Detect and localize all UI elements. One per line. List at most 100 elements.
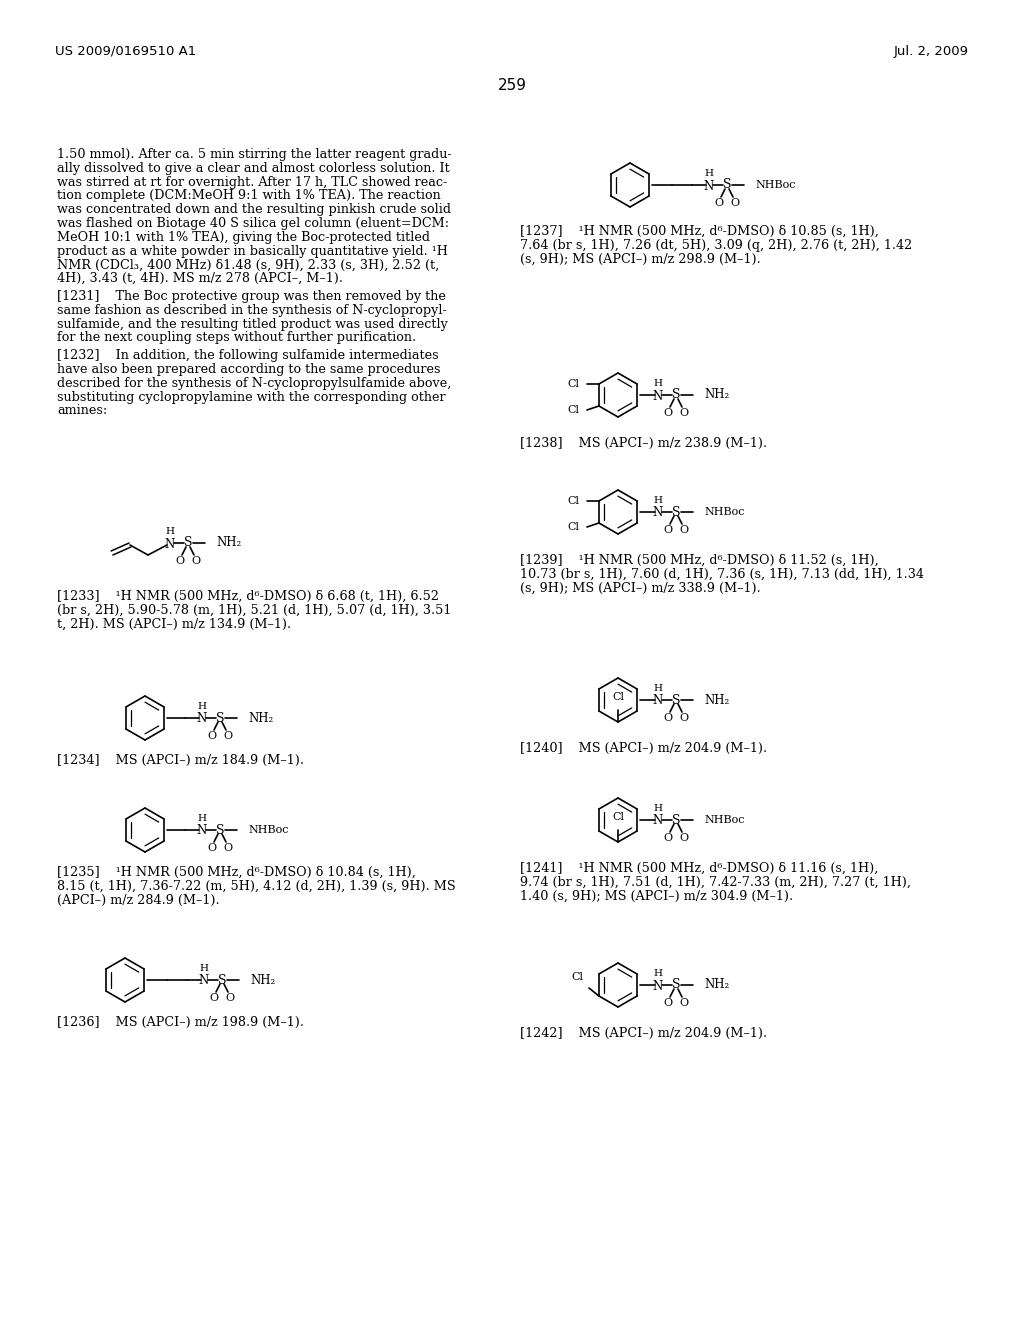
- Text: O: O: [223, 731, 232, 741]
- Text: (s, 9H); MS (APCI–) m/z 298.9 (M–1).: (s, 9H); MS (APCI–) m/z 298.9 (M–1).: [520, 252, 761, 265]
- Text: [1236]    MS (APCI–) m/z 198.9 (M–1).: [1236] MS (APCI–) m/z 198.9 (M–1).: [57, 1016, 304, 1030]
- Text: H: H: [653, 969, 663, 978]
- Text: S: S: [183, 536, 193, 549]
- Text: was concentrated down and the resulting pinkish crude solid: was concentrated down and the resulting …: [57, 203, 451, 216]
- Text: Cl: Cl: [612, 812, 624, 822]
- Text: amines:: amines:: [57, 404, 108, 417]
- Text: O: O: [664, 833, 673, 843]
- Text: [1233]    ¹H NMR (500 MHz, d⁶-DMSO) δ 6.68 (t, 1H), 6.52: [1233] ¹H NMR (500 MHz, d⁶-DMSO) δ 6.68 …: [57, 590, 439, 603]
- Text: N: N: [703, 180, 714, 193]
- Text: NH₂: NH₂: [250, 974, 275, 986]
- Text: H: H: [653, 496, 663, 506]
- Text: NHBoc: NHBoc: [705, 507, 744, 517]
- Text: O: O: [208, 843, 216, 853]
- Text: O: O: [664, 998, 673, 1008]
- Text: O: O: [715, 198, 724, 209]
- Text: NHBoc: NHBoc: [755, 180, 796, 190]
- Text: O: O: [664, 525, 673, 535]
- Text: NH₂: NH₂: [705, 388, 729, 401]
- Text: S: S: [723, 178, 731, 191]
- Text: S: S: [216, 711, 224, 725]
- Text: [1235]    ¹H NMR (500 MHz, d⁶-DMSO) δ 10.84 (s, 1H),: [1235] ¹H NMR (500 MHz, d⁶-DMSO) δ 10.84…: [57, 866, 416, 879]
- Text: O: O: [210, 993, 218, 1003]
- Text: H: H: [653, 804, 663, 813]
- Text: NH₂: NH₂: [248, 711, 273, 725]
- Text: US 2009/0169510 A1: US 2009/0169510 A1: [55, 45, 197, 58]
- Text: S: S: [672, 978, 680, 991]
- Text: 10.73 (br s, 1H), 7.60 (d, 1H), 7.36 (s, 1H), 7.13 (dd, 1H), 1.34: 10.73 (br s, 1H), 7.60 (d, 1H), 7.36 (s,…: [520, 568, 924, 581]
- Text: NH₂: NH₂: [705, 978, 729, 991]
- Text: O: O: [680, 998, 688, 1008]
- Text: H: H: [198, 814, 207, 822]
- Text: O: O: [175, 556, 184, 566]
- Text: (APCI–) m/z 284.9 (M–1).: (APCI–) m/z 284.9 (M–1).: [57, 894, 219, 907]
- Text: N: N: [197, 713, 207, 726]
- Text: N: N: [199, 974, 209, 987]
- Text: ally dissolved to give a clear and almost colorless solution. It: ally dissolved to give a clear and almos…: [57, 162, 450, 174]
- Text: H: H: [198, 702, 207, 711]
- Text: t, 2H). MS (APCI–) m/z 134.9 (M–1).: t, 2H). MS (APCI–) m/z 134.9 (M–1).: [57, 618, 291, 631]
- Text: Jul. 2, 2009: Jul. 2, 2009: [894, 45, 969, 58]
- Text: [1241]    ¹H NMR (500 MHz, d⁶-DMSO) δ 11.16 (s, 1H),: [1241] ¹H NMR (500 MHz, d⁶-DMSO) δ 11.16…: [520, 862, 879, 875]
- Text: [1239]    ¹H NMR (500 MHz, d⁶-DMSO) δ 11.52 (s, 1H),: [1239] ¹H NMR (500 MHz, d⁶-DMSO) δ 11.52…: [520, 554, 879, 568]
- Text: same fashion as described in the synthesis of N-cyclopropyl-: same fashion as described in the synthes…: [57, 304, 446, 317]
- Text: N: N: [653, 814, 664, 828]
- Text: H: H: [653, 684, 663, 693]
- Text: S: S: [218, 974, 226, 986]
- Text: H: H: [705, 169, 714, 178]
- Text: O: O: [680, 408, 688, 418]
- Text: NH₂: NH₂: [705, 693, 729, 706]
- Text: [1242]    MS (APCI–) m/z 204.9 (M–1).: [1242] MS (APCI–) m/z 204.9 (M–1).: [520, 1027, 767, 1040]
- Text: described for the synthesis of N-cyclopropylsulfamide above,: described for the synthesis of N-cyclopr…: [57, 376, 452, 389]
- Text: H: H: [653, 379, 663, 388]
- Text: Cl: Cl: [567, 405, 579, 414]
- Text: 1.40 (s, 9H); MS (APCI–) m/z 304.9 (M–1).: 1.40 (s, 9H); MS (APCI–) m/z 304.9 (M–1)…: [520, 890, 794, 903]
- Text: [1237]    ¹H NMR (500 MHz, d⁶-DMSO) δ 10.85 (s, 1H),: [1237] ¹H NMR (500 MHz, d⁶-DMSO) δ 10.85…: [520, 224, 879, 238]
- Text: O: O: [680, 713, 688, 723]
- Text: [1232]    In addition, the following sulfamide intermediates: [1232] In addition, the following sulfam…: [57, 350, 438, 362]
- Text: N: N: [197, 825, 207, 837]
- Text: Cl: Cl: [567, 521, 579, 532]
- Text: was flashed on Biotage 40 S silica gel column (eluent=DCM:: was flashed on Biotage 40 S silica gel c…: [57, 216, 450, 230]
- Text: tion complete (DCM:MeOH 9:1 with 1% TEA). The reaction: tion complete (DCM:MeOH 9:1 with 1% TEA)…: [57, 189, 440, 202]
- Text: S: S: [672, 506, 680, 519]
- Text: Cl: Cl: [571, 972, 583, 982]
- Text: NHBoc: NHBoc: [248, 825, 289, 836]
- Text: [1240]    MS (APCI–) m/z 204.9 (M–1).: [1240] MS (APCI–) m/z 204.9 (M–1).: [520, 742, 767, 755]
- Text: Cl: Cl: [567, 496, 579, 506]
- Text: product as a white powder in basically quantitative yield. ¹H: product as a white powder in basically q…: [57, 244, 447, 257]
- Text: MeOH 10:1 with 1% TEA), giving the Boc-protected titled: MeOH 10:1 with 1% TEA), giving the Boc-p…: [57, 231, 430, 244]
- Text: sulfamide, and the resulting titled product was used directly: sulfamide, and the resulting titled prod…: [57, 318, 447, 330]
- Text: [1234]    MS (APCI–) m/z 184.9 (M–1).: [1234] MS (APCI–) m/z 184.9 (M–1).: [57, 754, 304, 767]
- Text: substituting cyclopropylamine with the corresponding other: substituting cyclopropylamine with the c…: [57, 391, 445, 404]
- Text: (s, 9H); MS (APCI–) m/z 338.9 (M–1).: (s, 9H); MS (APCI–) m/z 338.9 (M–1).: [520, 582, 761, 594]
- Text: 7.64 (br s, 1H), 7.26 (dt, 5H), 3.09 (q, 2H), 2.76 (t, 2H), 1.42: 7.64 (br s, 1H), 7.26 (dt, 5H), 3.09 (q,…: [520, 239, 912, 252]
- Text: NMR (CDCl₃, 400 MHz) δ1.48 (s, 9H), 2.33 (s, 3H), 2.52 (t,: NMR (CDCl₃, 400 MHz) δ1.48 (s, 9H), 2.33…: [57, 259, 439, 272]
- Text: O: O: [225, 993, 234, 1003]
- Text: 4H), 3.43 (t, 4H). MS m/z 278 (APCI–, M–1).: 4H), 3.43 (t, 4H). MS m/z 278 (APCI–, M–…: [57, 272, 343, 285]
- Text: O: O: [730, 198, 739, 209]
- Text: H: H: [200, 964, 209, 973]
- Text: O: O: [680, 833, 688, 843]
- Text: O: O: [191, 556, 201, 566]
- Text: H: H: [166, 527, 174, 536]
- Text: Cl: Cl: [567, 379, 579, 389]
- Text: 9.74 (br s, 1H), 7.51 (d, 1H), 7.42-7.33 (m, 2H), 7.27 (t, 1H),: 9.74 (br s, 1H), 7.51 (d, 1H), 7.42-7.33…: [520, 875, 911, 888]
- Text: for the next coupling steps without further purification.: for the next coupling steps without furt…: [57, 331, 416, 345]
- Text: S: S: [672, 813, 680, 826]
- Text: S: S: [672, 388, 680, 401]
- Text: S: S: [216, 824, 224, 837]
- Text: [1238]    MS (APCI–) m/z 238.9 (M–1).: [1238] MS (APCI–) m/z 238.9 (M–1).: [520, 437, 767, 450]
- Text: O: O: [664, 408, 673, 418]
- Text: was stirred at rt for overnight. After 17 h, TLC showed reac-: was stirred at rt for overnight. After 1…: [57, 176, 447, 189]
- Text: NH₂: NH₂: [216, 536, 242, 549]
- Text: [1231]    The Boc protective group was then removed by the: [1231] The Boc protective group was then…: [57, 290, 445, 304]
- Text: S: S: [672, 693, 680, 706]
- Text: (br s, 2H), 5.90-5.78 (m, 1H), 5.21 (d, 1H), 5.07 (d, 1H), 3.51: (br s, 2H), 5.90-5.78 (m, 1H), 5.21 (d, …: [57, 603, 452, 616]
- Text: 259: 259: [498, 78, 526, 92]
- Text: O: O: [223, 843, 232, 853]
- Text: have also been prepared according to the same procedures: have also been prepared according to the…: [57, 363, 440, 376]
- Text: N: N: [165, 537, 175, 550]
- Text: O: O: [664, 713, 673, 723]
- Text: N: N: [653, 694, 664, 708]
